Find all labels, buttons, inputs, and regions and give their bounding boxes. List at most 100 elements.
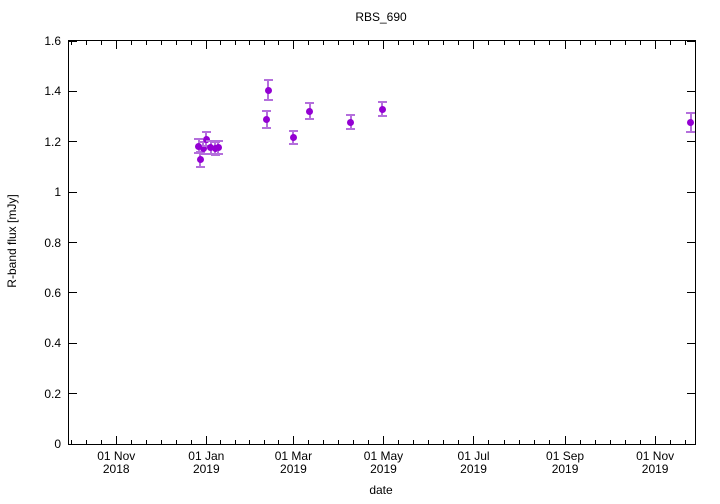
x-minor-tick <box>428 440 429 444</box>
error-bar-cap <box>201 131 211 134</box>
x-minor-tick <box>594 440 596 444</box>
error-bar-cap <box>213 140 223 143</box>
x-minor-tick <box>70 440 72 444</box>
y-major-tick-right <box>687 342 695 344</box>
x-minor-tick-top <box>322 41 324 45</box>
y-tick-label: 0.8 <box>44 235 61 250</box>
x-minor-tick <box>669 440 671 444</box>
x-major-tick <box>292 436 294 444</box>
x-minor-tick-top <box>594 41 596 45</box>
x-minor-tick <box>175 440 177 444</box>
x-minor-tick <box>220 440 222 444</box>
chart-title: RBS_690 <box>355 10 407 24</box>
x-minor-tick-top <box>145 41 147 45</box>
x-minor-tick-top <box>70 41 72 45</box>
x-axis-label: date <box>369 483 393 497</box>
y-major-tick-right <box>687 40 695 42</box>
x-minor-tick-top <box>85 41 87 45</box>
y-major-tick <box>69 141 77 143</box>
x-minor-tick <box>639 440 641 444</box>
x-minor-tick <box>249 440 251 444</box>
y-major-tick-right <box>687 191 695 193</box>
x-minor-tick-top <box>684 41 686 45</box>
x-major-tick-top <box>654 41 656 49</box>
y-tick-label: 1.4 <box>44 84 61 99</box>
y-tick-label: 1.2 <box>44 134 61 149</box>
x-minor-tick <box>443 440 445 444</box>
x-tick-label: 01 Nov 2019 <box>636 449 675 476</box>
x-minor-tick-top <box>367 41 369 45</box>
error-bar-cap <box>262 109 272 112</box>
x-minor-tick <box>624 440 626 444</box>
x-tick-label: 01 Nov 2018 <box>97 449 136 476</box>
data-point <box>199 144 207 152</box>
x-minor-tick <box>412 440 414 444</box>
y-major-tick <box>69 292 77 294</box>
x-minor-tick-top <box>234 41 236 45</box>
x-major-tick <box>382 436 384 444</box>
x-major-tick <box>115 436 117 444</box>
error-bar-cap <box>213 152 223 155</box>
error-bar-cap <box>305 102 315 105</box>
y-major-tick <box>69 443 77 445</box>
error-bar-cap <box>195 151 205 154</box>
x-minor-tick <box>684 440 686 444</box>
x-minor-tick-top <box>458 41 460 45</box>
x-tick-label: 01 Jul 2019 <box>457 449 490 476</box>
x-minor-tick-top <box>428 41 429 45</box>
x-minor-tick <box>307 440 309 444</box>
x-tick-label: 01 May 2019 <box>363 449 404 476</box>
error-bar-cap <box>686 112 696 115</box>
data-point <box>347 118 355 126</box>
error-bar-cap <box>263 79 273 82</box>
x-major-tick-top <box>564 41 566 49</box>
data-point <box>306 107 314 115</box>
x-minor-tick <box>503 440 505 444</box>
x-minor-tick-top <box>100 41 102 45</box>
data-point <box>378 105 386 113</box>
x-tick-label: 01 Jan 2019 <box>188 449 225 476</box>
y-major-tick <box>69 393 77 395</box>
y-major-tick <box>69 90 77 92</box>
y-major-tick-right <box>687 292 695 294</box>
x-minor-tick <box>458 440 460 444</box>
x-minor-tick-top <box>624 41 626 45</box>
error-bar-cap <box>195 166 205 169</box>
error-bar-cap <box>198 153 208 156</box>
x-tick-label: 01 Sep 2019 <box>546 449 585 476</box>
x-minor-tick <box>263 440 265 444</box>
y-major-tick-right <box>687 90 695 92</box>
data-point <box>196 156 204 164</box>
data-point <box>207 144 215 152</box>
x-major-tick <box>205 436 207 444</box>
x-minor-tick-top <box>639 41 641 45</box>
x-tick-label: 01 Mar 2019 <box>274 449 313 476</box>
y-tick-label: 0.4 <box>44 336 61 351</box>
x-minor-tick <box>100 440 102 444</box>
y-major-tick <box>69 40 77 42</box>
x-minor-tick <box>579 440 581 444</box>
data-point <box>289 133 297 141</box>
x-major-tick-top <box>292 41 294 49</box>
x-major-tick <box>473 436 475 444</box>
x-minor-tick <box>160 440 162 444</box>
x-major-tick-top <box>115 41 117 49</box>
data-point <box>214 144 222 152</box>
error-bar-cap <box>263 99 273 102</box>
x-minor-tick-top <box>263 41 265 45</box>
x-minor-tick <box>130 440 132 444</box>
y-major-tick <box>69 342 77 344</box>
x-minor-tick <box>337 440 339 444</box>
x-minor-tick <box>234 440 236 444</box>
y-tick-label: 1 <box>54 185 61 200</box>
x-minor-tick <box>609 440 611 444</box>
error-bar-cap <box>377 115 387 118</box>
x-minor-tick <box>488 440 490 444</box>
x-major-tick-top <box>205 41 207 49</box>
error-bar-cap <box>288 143 298 146</box>
x-minor-tick <box>278 440 280 444</box>
error-bar-cap <box>377 101 387 104</box>
error-bar-cap <box>305 117 315 120</box>
x-minor-tick <box>534 440 536 444</box>
